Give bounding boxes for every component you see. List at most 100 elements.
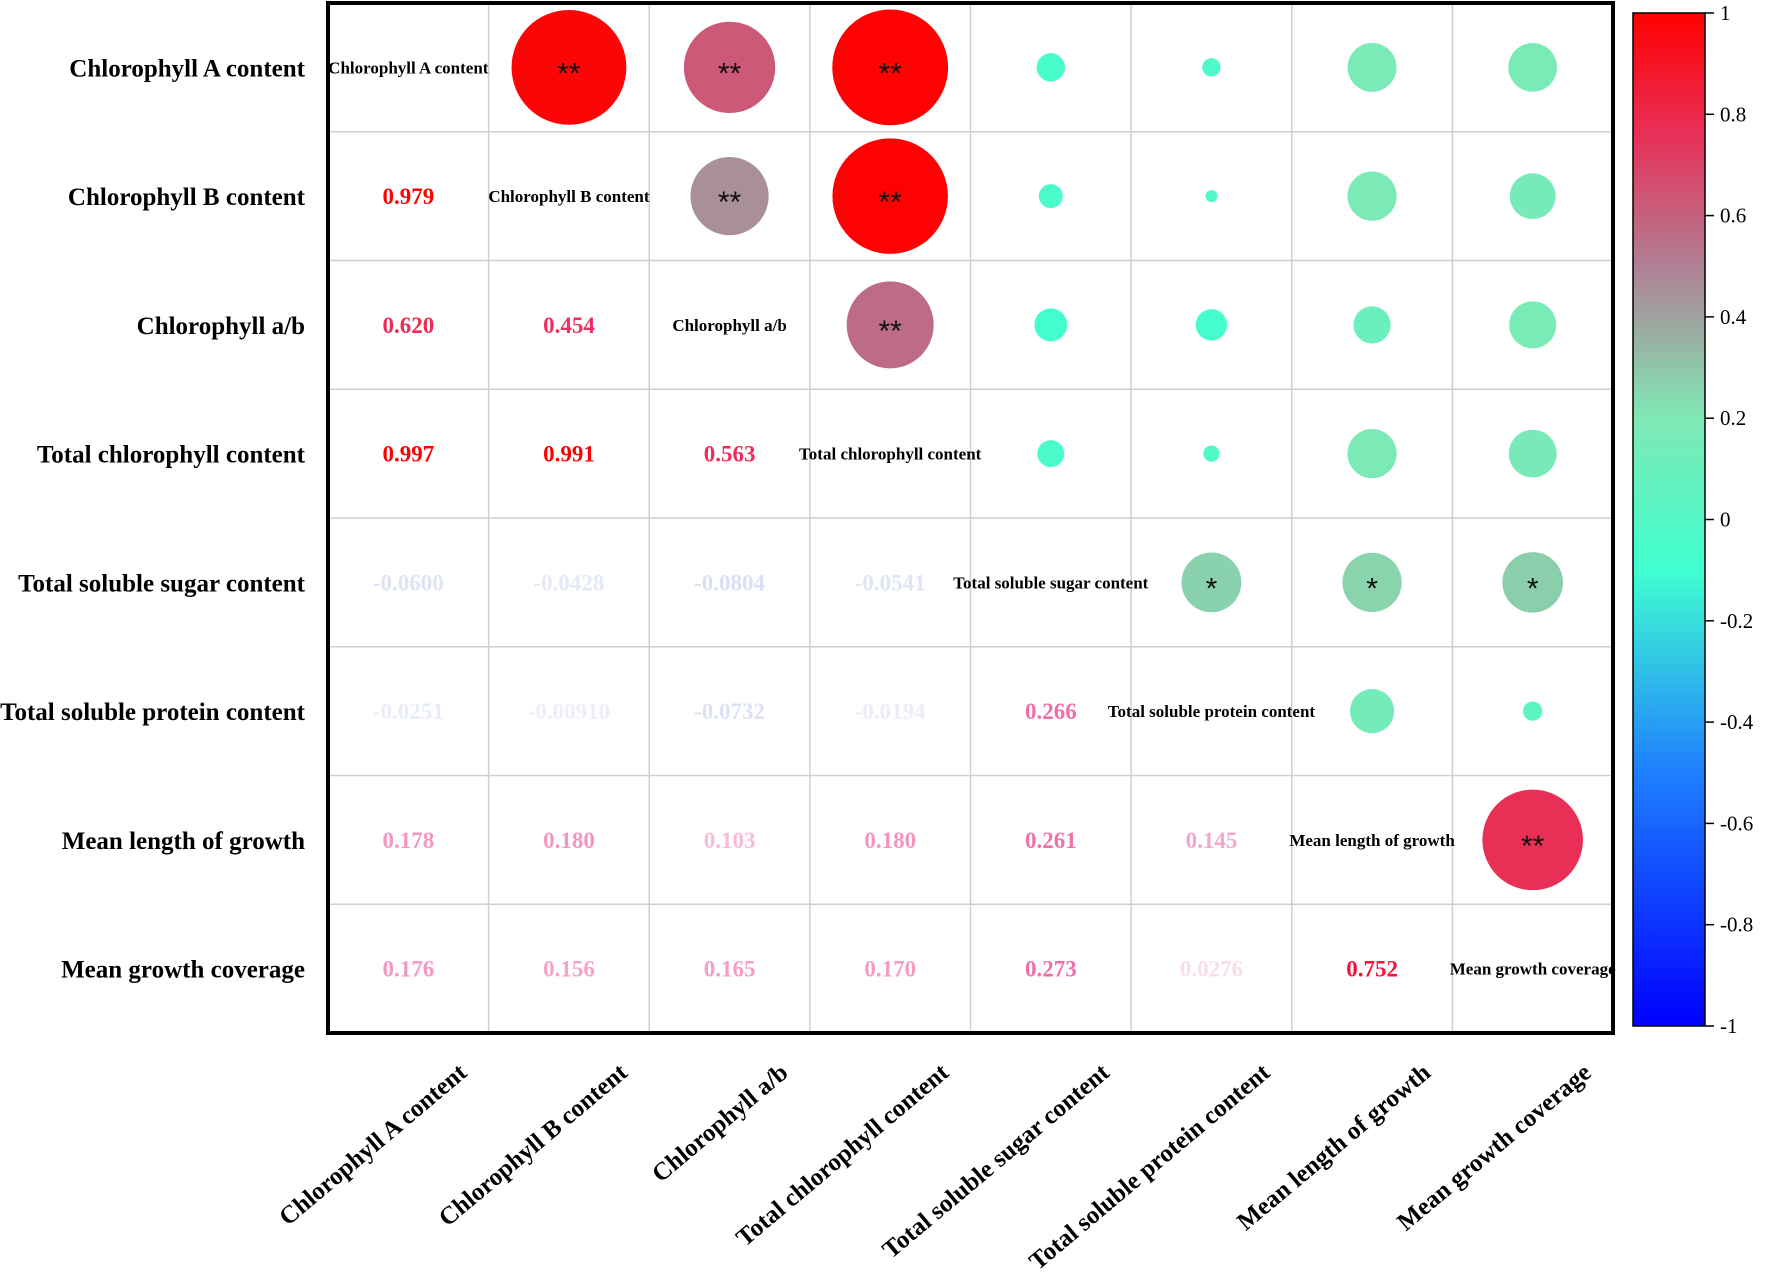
correlation-circle [1347, 171, 1397, 221]
matrix-cells: Chlorophyll A content ** ** **0.979 Chloroph… [328, 9, 1616, 982]
correlation-value: 0.103 [704, 828, 756, 853]
correlation-circle [1036, 53, 1066, 82]
correlation-value: 0.261 [1025, 828, 1077, 853]
correlation-value: -0.0804 [694, 570, 765, 595]
correlation-circle [1509, 301, 1557, 349]
diagonal-label: Total soluble sugar content [953, 573, 1148, 592]
colorbar-tick-label: -1 [1720, 1014, 1738, 1038]
correlation-circle [690, 157, 769, 236]
row-label: Chlorophyll B content [68, 184, 306, 211]
correlation-value: -0.0251 [373, 699, 444, 724]
correlation-circle [1038, 184, 1063, 209]
significance-marker: ** [718, 186, 742, 219]
colorbar: 1 0.8 0.6 0.4 0.2 0 -0.2 -0.4 -0.6 -0.8 -1 [1632, 1, 1754, 1038]
correlation-value: 0.156 [543, 957, 595, 982]
correlation-value: -0.0732 [694, 699, 765, 724]
column-label: Chlorophyll a/b [647, 1059, 793, 1188]
colorbar-tick-label: 0.6 [1720, 204, 1746, 228]
correlation-circle [1205, 190, 1218, 203]
diagonal-label: Mean length of growth [1289, 831, 1455, 850]
correlation-value: 0.979 [382, 184, 434, 209]
colorbar-ticks: 1 0.8 0.6 0.4 0.2 0 -0.2 -0.4 -0.6 -0.8 -1 [1705, 1, 1754, 1038]
correlation-circle [1202, 58, 1221, 77]
diagonal-label: Total soluble protein content [1108, 702, 1316, 721]
diagonal-label: Chlorophyll a/b [672, 316, 786, 335]
correlation-circle [832, 138, 948, 254]
correlation-circle [1203, 445, 1220, 462]
colorbar-tick-label: 0.2 [1720, 406, 1746, 430]
row-label: Total chlorophyll content [37, 442, 306, 469]
diagonal-label: Total chlorophyll content [799, 445, 982, 464]
correlation-value: 0.273 [1025, 957, 1077, 982]
significance-marker: ** [557, 57, 581, 90]
row-label: Chlorophyll A content [69, 55, 305, 82]
row-label: Total soluble sugar content [18, 570, 306, 597]
correlation-circle [832, 9, 949, 126]
correlation-circle [1353, 306, 1391, 344]
colorbar-tick-label: 0.8 [1720, 102, 1746, 126]
correlation-circle [683, 21, 776, 114]
correlation-value: 0.165 [704, 957, 756, 982]
correlation-value: -0.0194 [855, 699, 926, 724]
correlation-value: 0.180 [543, 828, 595, 853]
correlation-circle [1509, 173, 1556, 220]
correlation-circle [1195, 309, 1228, 341]
correlation-value: 0.266 [1025, 699, 1077, 724]
correlation-circle [1034, 308, 1068, 342]
row-label: Total soluble protein content [0, 699, 306, 726]
correlation-circle [1508, 429, 1557, 478]
significance-marker: ** [879, 186, 903, 219]
colorbar-tick-label: 0.4 [1720, 305, 1747, 329]
correlation-value: 0.454 [543, 313, 595, 338]
colorbar-tick-label: 0 [1720, 508, 1731, 532]
colorbar-tick-label: 1 [1720, 1, 1731, 25]
correlation-circle [1181, 552, 1242, 613]
correlation-value: 0.620 [382, 313, 434, 338]
colorbar-tick-label: -0.8 [1720, 913, 1753, 937]
significance-marker: ** [718, 57, 742, 90]
correlation-circle [1349, 689, 1395, 734]
correlation-value: 0.170 [864, 957, 916, 982]
correlation-value: -0.0600 [373, 570, 444, 595]
correlation-value: -0.0428 [533, 570, 604, 595]
correlation-circle [1037, 440, 1065, 468]
correlation-circle [1342, 552, 1402, 613]
diagonal-label: Chlorophyll B content [488, 187, 650, 206]
correlation-value: 0.176 [382, 957, 434, 982]
row-labels: Chlorophyll A content Chlorophyll B conte… [0, 55, 306, 983]
correlation-value: 0.991 [543, 442, 595, 467]
correlation-circle [846, 281, 934, 369]
colorbar-tick-label: -0.4 [1720, 710, 1754, 734]
correlation-value: 0.997 [382, 442, 434, 467]
correlation-value: 0.145 [1186, 828, 1238, 853]
correlation-value: -0.00910 [528, 699, 610, 724]
correlation-circle [1508, 43, 1558, 92]
significance-marker: * [1366, 572, 1378, 605]
colorbar-tick-label: -0.2 [1720, 609, 1753, 633]
significance-marker: * [1527, 572, 1539, 605]
diagonal-label: Mean growth coverage [1450, 960, 1616, 979]
diagonal-label: Chlorophyll A content [328, 58, 489, 77]
colorbar-tick-label: -0.6 [1720, 811, 1753, 835]
matrix-frame [326, 1, 1615, 1035]
correlation-circle [1482, 789, 1583, 891]
row-label: Chlorophyll a/b [137, 313, 305, 340]
correlation-circle [1347, 42, 1397, 92]
correlation-value: 0.752 [1346, 957, 1398, 982]
significance-marker: * [1206, 572, 1218, 605]
correlation-circle [1523, 701, 1543, 721]
significance-marker: ** [1521, 830, 1545, 863]
correlation-value: -0.0541 [855, 570, 926, 595]
colorbar-gradient [1632, 12, 1706, 1027]
correlation-circle [1502, 552, 1563, 613]
correlation-value: 0.563 [704, 442, 756, 467]
correlation-value: 0.180 [864, 828, 916, 853]
significance-marker: ** [879, 315, 903, 348]
correlation-value: 0.178 [382, 828, 434, 853]
significance-marker: ** [879, 57, 903, 90]
correlation-circle [1347, 429, 1397, 479]
row-label: Mean growth coverage [61, 957, 305, 984]
correlation-value: 0.0276 [1180, 957, 1243, 982]
